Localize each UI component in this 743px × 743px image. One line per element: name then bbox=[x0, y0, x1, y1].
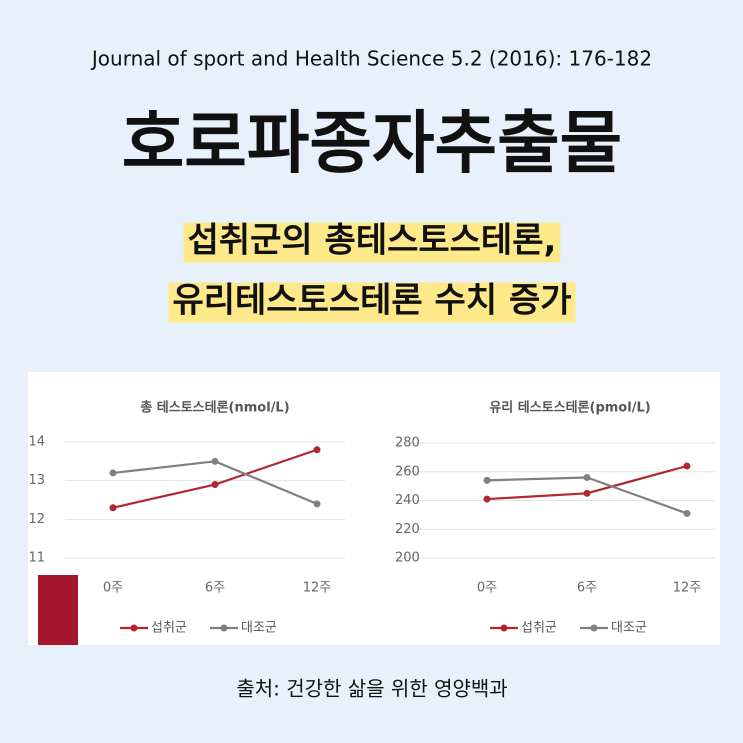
x-tick-label: 0주 bbox=[477, 581, 497, 596]
main-title: 호로파종자추출물 bbox=[122, 105, 622, 184]
highlight bbox=[183, 222, 561, 263]
citation: Journal of sport and Health Science 5.2 … bbox=[90, 47, 652, 71]
y-tick-label: 200 bbox=[395, 551, 420, 566]
y-tick-label: 11 bbox=[28, 551, 45, 566]
point bbox=[211, 457, 219, 465]
point bbox=[483, 476, 491, 484]
y-tick-label: 13 bbox=[28, 473, 45, 488]
x-tick-label: 12주 bbox=[673, 581, 702, 596]
point bbox=[313, 446, 321, 454]
y-tick-label: 280 bbox=[395, 436, 420, 451]
legend-dot bbox=[590, 624, 598, 632]
point bbox=[683, 509, 691, 517]
highlights bbox=[168, 222, 576, 323]
y-tick-label: 14 bbox=[28, 435, 45, 450]
y-tick-label: 12 bbox=[28, 512, 45, 527]
x-tick-label: 6주 bbox=[205, 581, 225, 596]
point bbox=[109, 469, 117, 477]
chart-title: 유리 테스토스테론(pmol/L) bbox=[489, 400, 650, 416]
x-tick-label: 12주 bbox=[303, 581, 332, 596]
subtitle-line: 유리테스토스테론 수치 증가 bbox=[172, 281, 571, 321]
book-cover bbox=[38, 575, 78, 645]
legend-label: 섭취군 bbox=[521, 621, 557, 636]
point bbox=[483, 495, 491, 503]
point bbox=[211, 481, 219, 489]
chart-panel bbox=[28, 372, 720, 645]
x-tick-label: 0주 bbox=[103, 581, 123, 596]
source: 출처: 건강한 삶을 위한 영양백과 bbox=[236, 677, 507, 701]
legend-label: 섭취군 bbox=[151, 621, 187, 636]
point bbox=[683, 462, 691, 470]
point bbox=[583, 489, 591, 497]
point bbox=[109, 504, 117, 512]
legend-dot bbox=[220, 624, 228, 632]
y-tick-label: 220 bbox=[395, 522, 420, 537]
subtitle-line: 섭취군의 총테스토스테론, bbox=[188, 221, 557, 261]
legend-dot bbox=[130, 624, 138, 632]
legend-dot bbox=[500, 624, 508, 632]
point bbox=[583, 474, 591, 481]
highlight bbox=[168, 282, 576, 323]
x-tick-label: 6주 bbox=[577, 581, 597, 596]
legend-label: 대조군 bbox=[241, 621, 277, 636]
chart-title: 총 테스토스테론(nmol/L) bbox=[140, 400, 289, 416]
y-tick-label: 260 bbox=[395, 464, 420, 479]
y-tick-label: 240 bbox=[395, 493, 420, 508]
point bbox=[313, 500, 321, 508]
legend-label: 대조군 bbox=[611, 621, 647, 636]
